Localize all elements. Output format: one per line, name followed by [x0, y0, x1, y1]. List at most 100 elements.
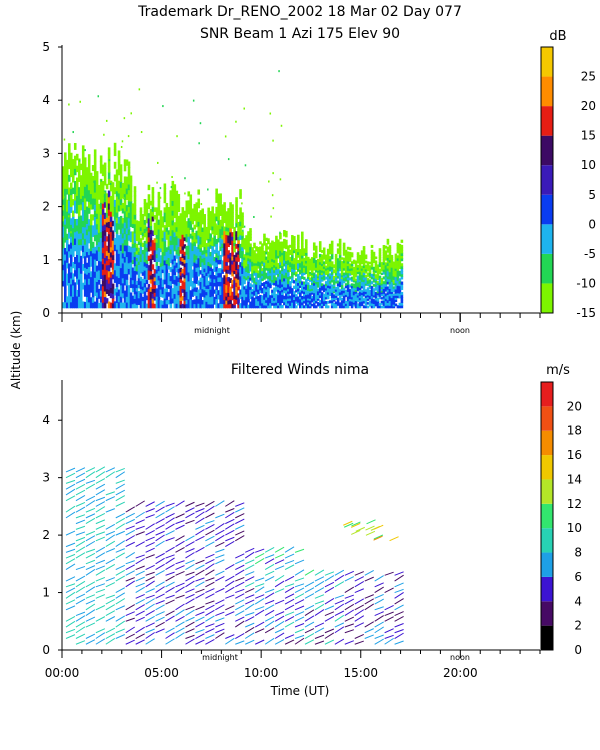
snr-cell — [215, 188, 218, 194]
snr-cell — [93, 161, 97, 169]
snr-cell — [281, 289, 284, 293]
snr-cell — [157, 228, 161, 235]
snr-cell — [267, 238, 270, 242]
wind-barb — [351, 522, 361, 528]
snr-cell — [183, 244, 187, 249]
wind-barb — [175, 582, 185, 588]
snr-cell — [83, 278, 87, 286]
snr-cell — [346, 260, 350, 264]
snr-cell — [203, 304, 206, 309]
snr-cell — [316, 288, 320, 292]
snr-cell — [99, 266, 103, 274]
snr-cell — [380, 263, 384, 267]
snr-cell — [67, 301, 71, 309]
snr-cell — [189, 233, 193, 239]
snr-cell — [231, 224, 234, 229]
snr-cell — [79, 215, 83, 222]
snr-cell — [229, 303, 232, 309]
snr-cell — [219, 276, 222, 282]
snr-cell — [354, 291, 358, 294]
snr-cell — [215, 293, 218, 300]
snr-cell — [193, 278, 197, 284]
snr-cell — [259, 300, 262, 304]
snr-cell — [400, 294, 404, 298]
snr-cell — [195, 206, 199, 212]
snr-cell — [81, 282, 85, 290]
snr-cell — [330, 256, 334, 260]
snr-cell — [209, 274, 212, 279]
snr-cell — [340, 280, 344, 284]
snr-cell — [368, 261, 372, 265]
wind-barb — [105, 530, 116, 536]
snr-cell — [384, 269, 388, 273]
wind-barb — [284, 593, 295, 599]
snr-cell — [125, 227, 129, 235]
snr-cell — [73, 282, 77, 290]
snr-cell — [133, 237, 137, 243]
snr-cell — [85, 223, 89, 230]
snr-cell — [293, 247, 296, 251]
wind-barb — [354, 576, 364, 582]
wind-barb — [165, 502, 175, 507]
snr-cell — [187, 298, 191, 304]
snr-cell — [193, 291, 197, 296]
snr-cell — [155, 276, 159, 282]
wind-barb — [95, 605, 106, 611]
snr-cell — [324, 281, 328, 284]
snr-cell — [382, 276, 386, 280]
snr-cell — [223, 283, 226, 288]
snr-cell — [83, 186, 87, 193]
snr-cell — [97, 288, 101, 295]
wind-barb — [284, 546, 295, 553]
snr-cell — [322, 256, 326, 260]
wind-barb — [255, 606, 265, 611]
snr-cell — [243, 296, 246, 301]
snr-cell — [342, 292, 346, 296]
snr-cell — [257, 282, 260, 285]
snr-cell — [273, 259, 276, 263]
wind-barb — [145, 598, 155, 605]
snr-cell — [79, 284, 83, 292]
snr-cell — [119, 187, 123, 194]
snr-cell — [149, 266, 153, 272]
snr-cell — [253, 242, 256, 246]
snr-cell — [225, 234, 228, 239]
snr-cell — [107, 301, 111, 309]
snr-cell — [390, 256, 394, 260]
snr-cell — [113, 269, 117, 277]
snr-cell — [306, 282, 310, 285]
snr-cell — [207, 288, 210, 293]
snr-cell — [201, 242, 205, 248]
snr-cell — [265, 283, 268, 287]
wind-barb — [95, 565, 106, 571]
wind-barb — [274, 588, 285, 594]
snr-cell — [301, 275, 304, 280]
snr-cell — [366, 305, 370, 309]
snr-cell — [163, 188, 167, 194]
snr-cell — [271, 289, 274, 293]
winds-colorbar-label: 20 — [567, 399, 582, 413]
snr-cell — [392, 293, 396, 296]
snr-cell — [169, 294, 173, 300]
snr-cell — [287, 254, 290, 258]
snr-cell — [71, 164, 75, 172]
snr-cell — [83, 290, 87, 297]
snr-cell — [111, 302, 115, 309]
snr-cell — [131, 239, 135, 245]
snr-cell — [203, 300, 206, 305]
snr-cell — [71, 279, 75, 286]
snr-cell — [370, 244, 374, 248]
snr-cell — [63, 152, 67, 159]
snr-cell — [159, 229, 163, 234]
snr-cell — [193, 282, 197, 288]
snr-cell — [165, 275, 169, 281]
snr-cell — [400, 273, 404, 277]
snr-cell — [105, 283, 109, 290]
snr-cell — [384, 252, 388, 256]
snr-cell — [207, 303, 210, 309]
snr-cell — [155, 296, 159, 301]
wind-barb — [175, 594, 185, 599]
snr-cell — [312, 285, 316, 289]
snr-cell — [261, 245, 264, 249]
snr-cell — [243, 291, 246, 295]
